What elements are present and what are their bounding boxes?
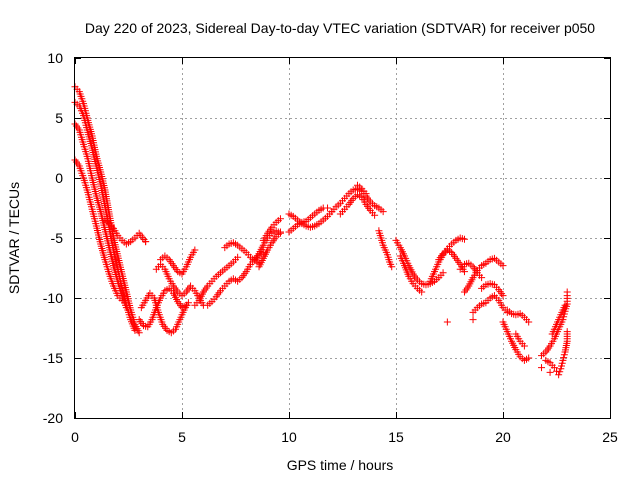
y-tick-labels: -20 -15 -10 -5 0 5 10 <box>43 50 63 426</box>
series-arc-7 <box>135 284 190 331</box>
data-point <box>371 211 379 219</box>
chart-title: Day 220 of 2023, Sidereal Day-to-day VTE… <box>85 20 595 36</box>
data-point <box>499 292 507 300</box>
series-arc-30 <box>499 318 533 364</box>
data-point <box>135 329 143 337</box>
series-arc-10 <box>191 253 242 309</box>
data-point <box>525 318 533 326</box>
data-point <box>469 316 477 324</box>
y-tick-label: -5 <box>51 230 64 246</box>
x-tick-label: 25 <box>602 429 618 445</box>
data-point <box>520 342 528 350</box>
series-arc-21 <box>375 227 396 271</box>
data-point <box>553 367 560 375</box>
y-tick-label: 0 <box>55 170 63 186</box>
series-arc-34 <box>542 328 571 379</box>
data-point <box>191 246 199 254</box>
data-point <box>118 296 126 304</box>
y-axis-label: SDTVAR / TECUs <box>6 182 22 294</box>
series-arc-20 <box>353 181 370 198</box>
data-point <box>555 371 563 379</box>
x-tick-label: 5 <box>178 429 186 445</box>
series-arc-11 <box>204 248 267 309</box>
series-isolated <box>142 238 554 376</box>
series-arc-26 <box>456 259 486 282</box>
series-arc-29 <box>478 280 507 300</box>
series-arc-19 <box>336 191 379 219</box>
data-point <box>276 215 284 223</box>
y-tick-label: -10 <box>43 290 63 306</box>
data-point <box>556 368 564 376</box>
x-tick-label: 15 <box>388 429 404 445</box>
series-arc-4 <box>71 156 126 304</box>
data-point <box>546 368 554 376</box>
data-point <box>561 301 569 309</box>
series-arc-27 <box>460 254 507 296</box>
data-point <box>142 238 150 246</box>
data-point <box>443 318 451 326</box>
series-arc-35 <box>548 301 569 338</box>
data-point <box>362 190 370 198</box>
data-point <box>131 326 139 334</box>
series-arc-17 <box>285 208 336 231</box>
data-point <box>478 274 486 282</box>
data-point <box>460 268 468 276</box>
series-arc-25 <box>435 234 468 264</box>
data-point <box>563 288 571 296</box>
y-tick-label: -15 <box>43 350 63 366</box>
data-point <box>324 204 332 212</box>
data-point <box>550 364 558 372</box>
data-point <box>460 235 468 243</box>
data-point <box>379 208 387 216</box>
series-arc-23 <box>396 252 426 296</box>
data-point <box>388 263 396 271</box>
data-point <box>563 328 571 336</box>
x-tick-label: 10 <box>281 429 297 445</box>
series-arc-32 <box>512 330 528 350</box>
data-points <box>71 83 571 379</box>
y-tick-label: 5 <box>55 110 63 126</box>
data-point <box>234 253 242 261</box>
data-point <box>499 262 507 270</box>
x-tick-label: 20 <box>495 429 511 445</box>
data-point <box>538 364 546 372</box>
data-point <box>122 304 130 312</box>
series-arc-14 <box>255 228 284 271</box>
x-axis-label: GPS time / hours <box>287 457 394 473</box>
series-arc-31 <box>503 306 533 326</box>
series-arc-2 <box>71 98 139 334</box>
data-point <box>276 228 284 236</box>
x-tick-labels: 0 5 10 15 20 25 <box>71 429 618 445</box>
data-point <box>525 354 533 362</box>
data-point <box>439 269 447 277</box>
data-point <box>182 301 190 309</box>
y-tick-label: 10 <box>47 50 63 66</box>
series-arc-15 <box>259 215 284 244</box>
data-point <box>418 288 426 296</box>
plot-frame <box>74 57 611 419</box>
series-arc-9 <box>157 246 199 278</box>
x-tick-label: 0 <box>71 429 79 445</box>
y-tick-label: -20 <box>43 410 63 426</box>
